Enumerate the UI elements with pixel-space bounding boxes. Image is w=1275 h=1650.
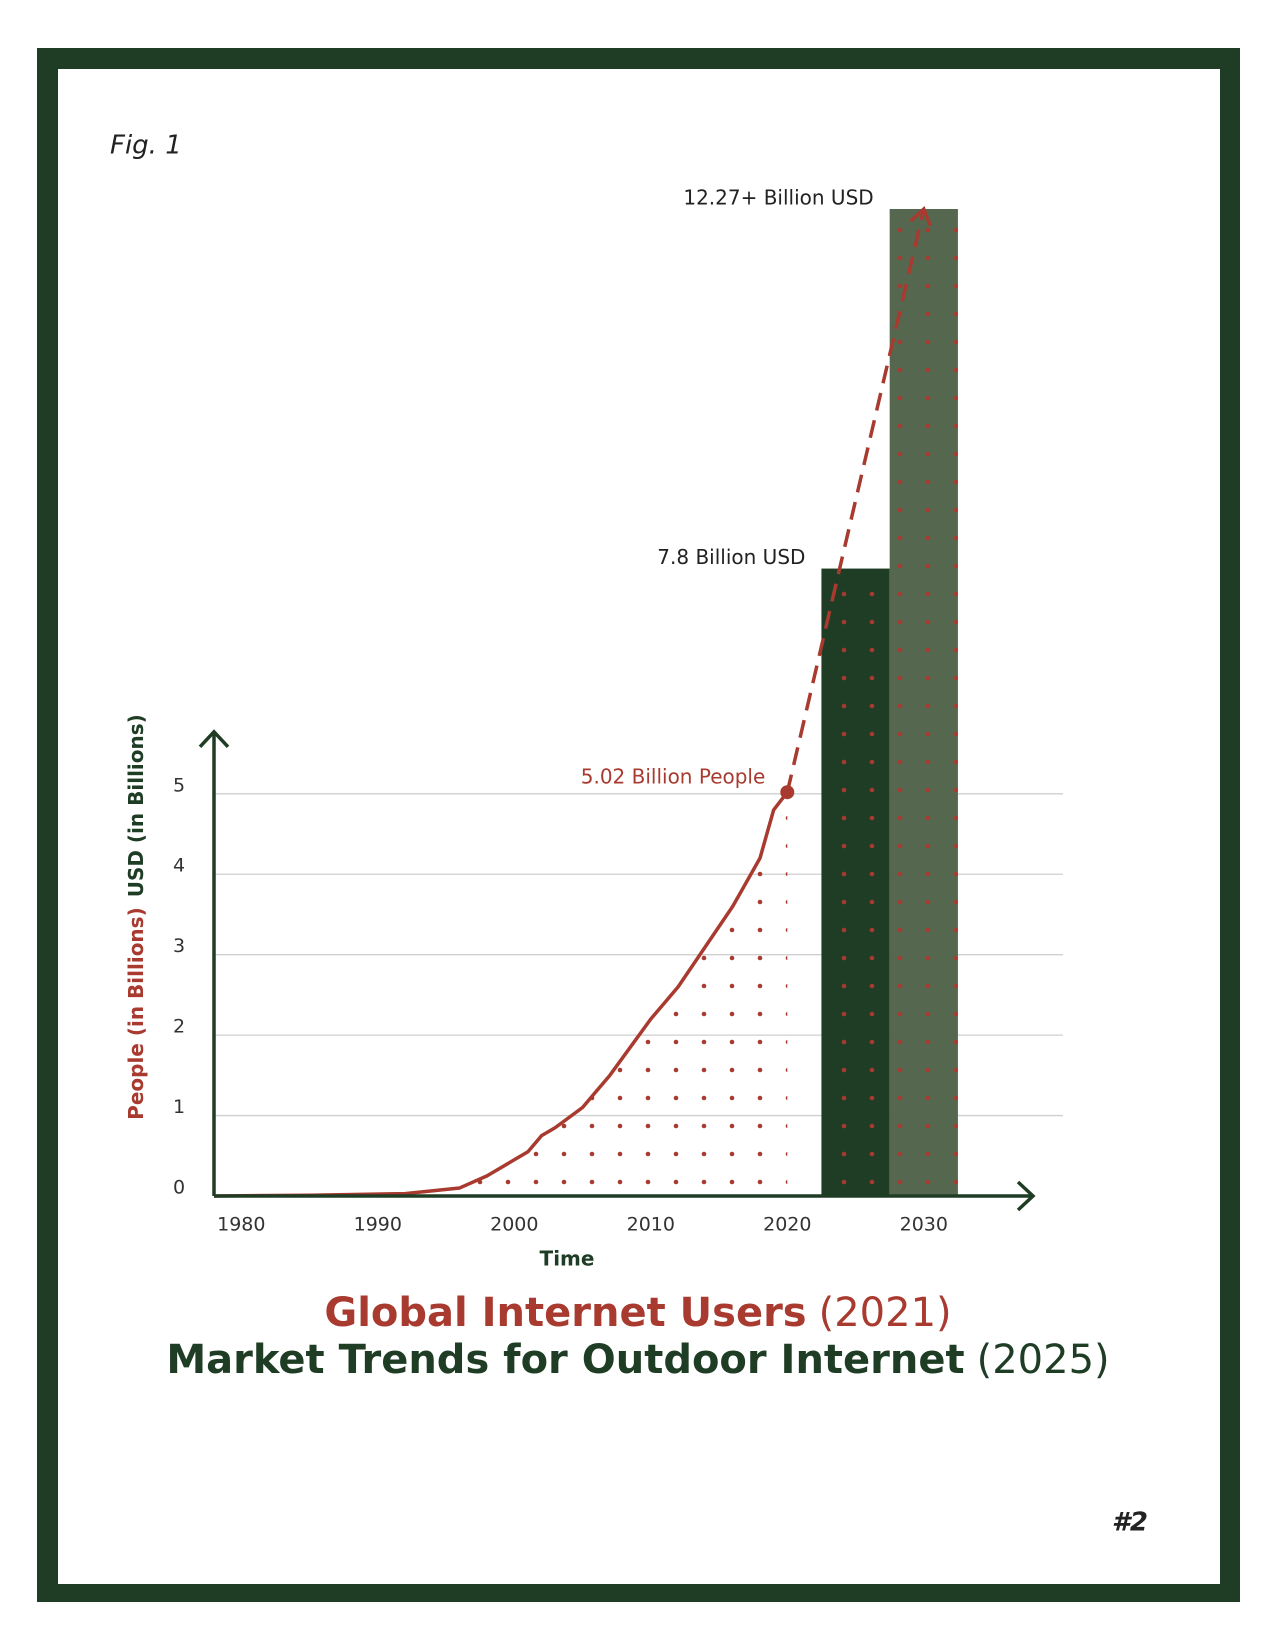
y-tick-label: 1 — [173, 1096, 185, 1118]
fig-label: Fig. 1 — [110, 131, 182, 161]
y-axis-label-part: People (in Billions) — [124, 907, 148, 1120]
x-tick-label: 2000 — [490, 1214, 538, 1236]
line — [213, 791, 789, 1198]
y-tick-label: 2 — [173, 1016, 185, 1038]
chart-title: Global Internet Users (2021) — [324, 1290, 951, 1336]
area-dots — [214, 792, 788, 1196]
x-tick-label: 1980 — [217, 1214, 265, 1236]
x-tick-label: 1990 — [354, 1214, 402, 1236]
projection-line — [785, 208, 926, 793]
bar-value-label: 12.27+ Billion USD — [683, 186, 873, 210]
y-tick-label: 4 — [173, 855, 185, 877]
subtitle-bold: Market Trends for Outdoor Internet — [166, 1337, 964, 1383]
title-bold: Global Internet Users — [324, 1290, 806, 1336]
x-axis-label: Time — [540, 1247, 595, 1271]
bar-dots — [889, 209, 958, 1196]
title-rest: (2021) — [819, 1290, 952, 1336]
y-axis-label-part: USD (in Billions) — [124, 714, 148, 897]
subtitle-rest: (2025) — [977, 1337, 1110, 1383]
bar-value-label: 7.8 Billion USD — [657, 545, 805, 569]
y-tick-label: 3 — [173, 935, 185, 957]
y-axis-label: People (in Billions) USD (in Billions) — [124, 714, 148, 1120]
point-label: 5.02 Billion People — [581, 765, 766, 789]
y-axis-arrow — [198, 729, 230, 748]
page-number: #2 — [1112, 1508, 1148, 1538]
chart-subtitle: Market Trends for Outdoor Internet (2025) — [166, 1337, 1109, 1383]
y-tick-label: 5 — [173, 774, 185, 796]
projection-arrowhead — [909, 205, 932, 227]
x-tick-label: 2030 — [900, 1214, 948, 1236]
page-inner — [58, 69, 1220, 1584]
bar-dots — [821, 568, 890, 1196]
x-axis-arrow — [1016, 1180, 1036, 1212]
x-tick-label: 2010 — [627, 1214, 675, 1236]
x-tick-label: 2020 — [763, 1214, 811, 1236]
y-tick-label: 0 — [173, 1177, 185, 1199]
